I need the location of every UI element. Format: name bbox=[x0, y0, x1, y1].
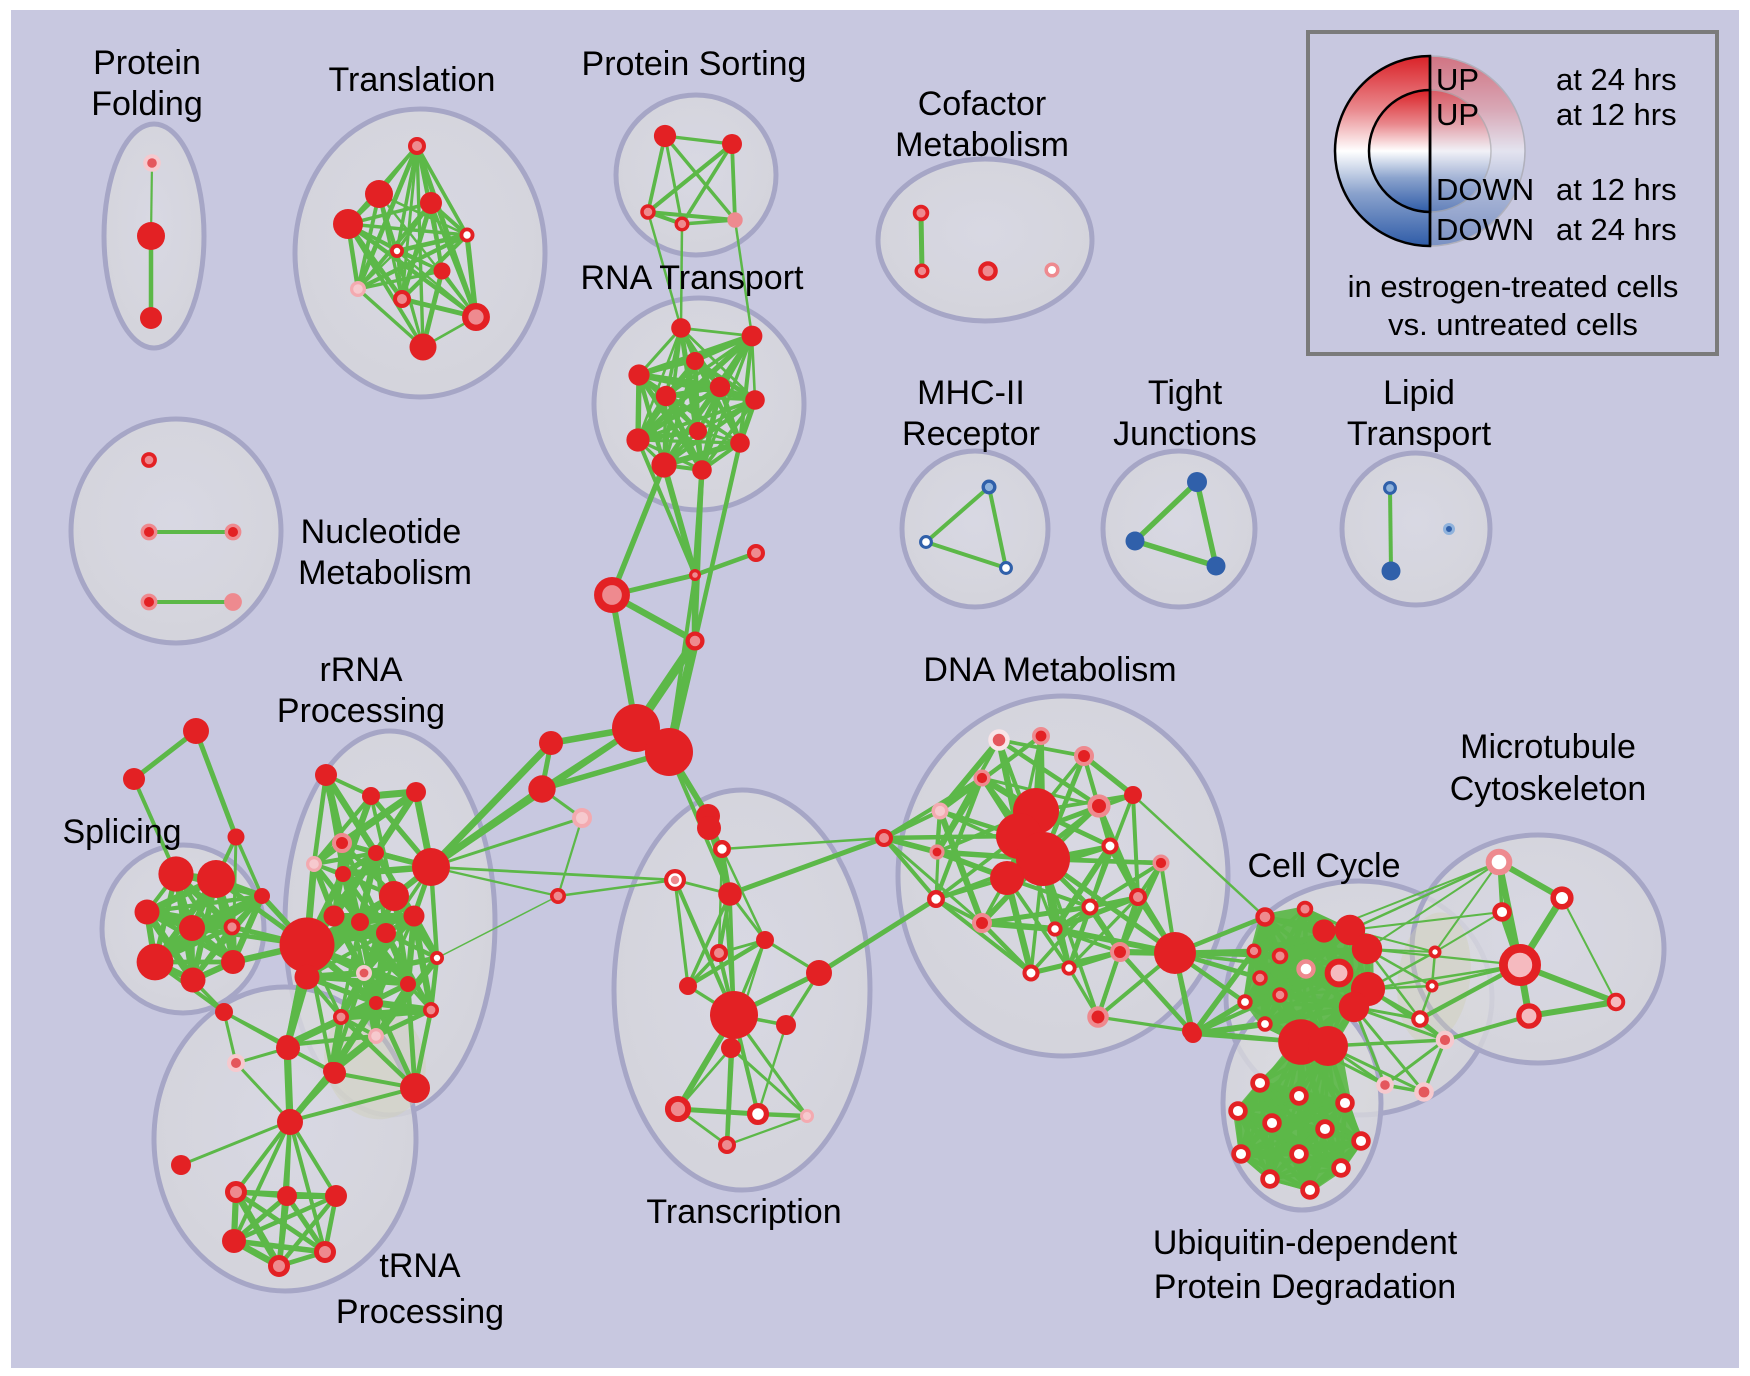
svg-text:Cell Cycle: Cell Cycle bbox=[1247, 847, 1400, 885]
svg-text:Metabolism: Metabolism bbox=[298, 554, 472, 592]
svg-text:DNA Metabolism: DNA Metabolism bbox=[923, 651, 1176, 689]
svg-text:Tight: Tight bbox=[1148, 374, 1223, 412]
svg-text:Metabolism: Metabolism bbox=[895, 126, 1069, 164]
svg-text:MHC-II: MHC-II bbox=[917, 374, 1025, 412]
svg-text:Ubiquitin-dependent: Ubiquitin-dependent bbox=[1153, 1224, 1458, 1262]
svg-text:at 12 hrs: at 12 hrs bbox=[1556, 172, 1677, 207]
svg-text:DOWN: DOWN bbox=[1436, 212, 1534, 247]
svg-text:Folding: Folding bbox=[91, 85, 203, 123]
svg-text:Protein Sorting: Protein Sorting bbox=[582, 45, 807, 83]
svg-text:at 12 hrs: at 12 hrs bbox=[1556, 97, 1677, 132]
svg-text:Transport: Transport bbox=[1347, 415, 1492, 453]
svg-text:Translation: Translation bbox=[329, 61, 496, 99]
svg-text:Protein: Protein bbox=[93, 44, 201, 82]
svg-text:RNA Transport: RNA Transport bbox=[581, 259, 805, 297]
svg-text:Microtubule: Microtubule bbox=[1460, 728, 1636, 766]
svg-text:Transcription: Transcription bbox=[646, 1193, 841, 1231]
svg-text:UP: UP bbox=[1436, 62, 1479, 97]
svg-text:tRNA: tRNA bbox=[379, 1247, 461, 1285]
svg-text:UP: UP bbox=[1436, 97, 1479, 132]
svg-text:at 24 hrs: at 24 hrs bbox=[1556, 212, 1677, 247]
svg-text:at 24 hrs: at 24 hrs bbox=[1556, 62, 1677, 97]
svg-text:DOWN: DOWN bbox=[1436, 172, 1534, 207]
svg-text:Processing: Processing bbox=[336, 1293, 504, 1331]
svg-text:Cofactor: Cofactor bbox=[918, 85, 1047, 123]
svg-text:Junctions: Junctions bbox=[1113, 415, 1257, 453]
svg-text:Receptor: Receptor bbox=[902, 415, 1040, 453]
svg-text:Nucleotide: Nucleotide bbox=[301, 513, 462, 551]
svg-text:vs. untreated cells: vs. untreated cells bbox=[1388, 307, 1638, 342]
svg-text:in estrogen-treated cells: in estrogen-treated cells bbox=[1348, 269, 1679, 304]
svg-text:Protein Degradation: Protein Degradation bbox=[1154, 1268, 1456, 1306]
svg-text:Processing: Processing bbox=[277, 692, 445, 730]
svg-text:Cytoskeleton: Cytoskeleton bbox=[1450, 770, 1647, 808]
svg-text:Lipid: Lipid bbox=[1383, 374, 1455, 412]
svg-text:Splicing: Splicing bbox=[62, 813, 181, 851]
svg-text:rRNA: rRNA bbox=[319, 651, 402, 689]
